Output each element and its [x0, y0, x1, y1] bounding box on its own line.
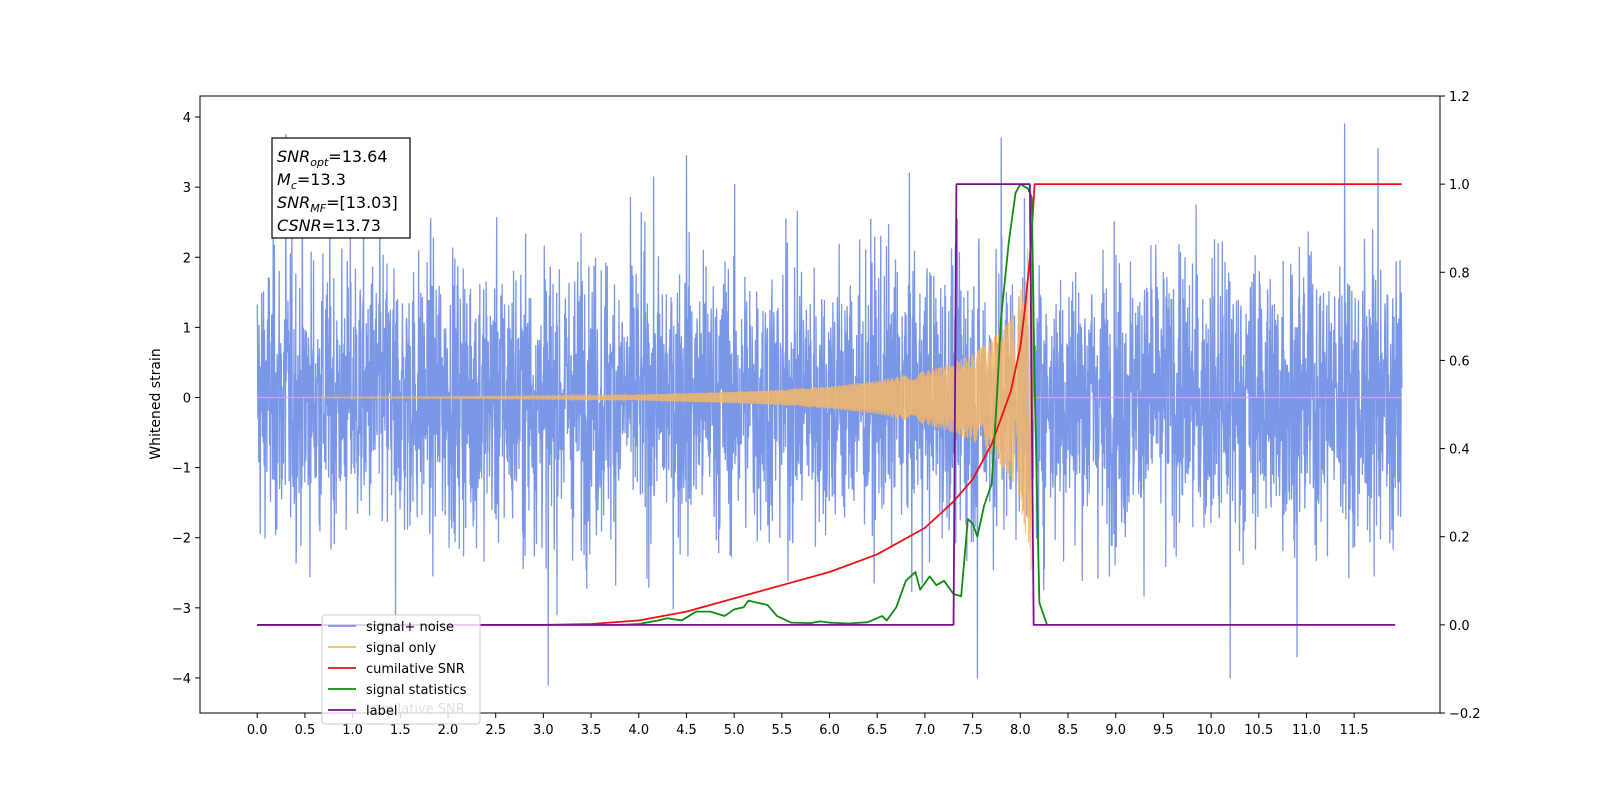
y-tick-label: 3	[183, 181, 191, 196]
y2-tick-label: 0.2	[1449, 531, 1470, 546]
x-tick-label: 7.5	[962, 723, 983, 738]
plot-area	[256, 123, 1403, 686]
x-tick-label: 9.0	[1105, 723, 1126, 738]
x-tick-label: 4.5	[676, 723, 697, 738]
series-signal-statistics-line	[257, 183, 1048, 626]
y-tick-label: 4	[183, 111, 191, 126]
y-axis-right: −0.2 0.0 0.2 0.4 0.6 0.8 1.0 1.2	[1440, 90, 1481, 722]
x-tick-label: 6.5	[867, 723, 888, 738]
y-tick-label: −1	[172, 462, 191, 477]
x-tick-label: 5.0	[724, 723, 745, 738]
x-tick-label: 0.5	[295, 723, 316, 738]
x-tick-label: 10.5	[1244, 723, 1273, 738]
legend-entry-label: signal only	[366, 641, 436, 656]
legend-entry-label: label	[366, 704, 397, 719]
y-tick-label: 2	[183, 251, 191, 266]
x-tick-label: 8.5	[1058, 723, 1079, 738]
x-tick-label: 10.0	[1197, 723, 1226, 738]
series-signal-only-line	[257, 219, 1402, 571]
x-tick-label: 0.0	[247, 723, 268, 738]
y2-tick-label: 1.2	[1449, 90, 1470, 105]
y-tick-label: −3	[172, 602, 191, 617]
y-tick-label: −2	[172, 532, 191, 547]
series-group	[256, 123, 1403, 686]
legend-entry-label: cumilative SNR	[366, 662, 465, 677]
x-tick-label: 1.0	[342, 723, 363, 738]
annotation-line: SNRopt=13.64	[277, 147, 388, 169]
x-tick-label: 7.0	[915, 723, 936, 738]
legend-frame	[321, 614, 481, 725]
annotation-subscript: c	[291, 179, 297, 192]
metrics-annotation-box: SNRopt=13.64Mc=13.3SNRMF=[13.03]CSNR=13.…	[271, 137, 411, 239]
y-axis-left: −4 −3 −2 −1 0 1 2 3 4	[172, 111, 200, 687]
annotation-value: =13.64	[328, 147, 387, 166]
annotation-symbol: CSNR	[277, 216, 322, 235]
series-label-line	[257, 183, 1396, 626]
y-tick-label: −4	[172, 672, 191, 687]
annotation-line: CSNR=13.73	[277, 216, 381, 235]
annotation-value: =13.3	[297, 170, 346, 189]
y-tick-label: 0	[183, 391, 191, 406]
annotation-box-frame	[271, 137, 411, 239]
legend: cumilative SNR signal+ noise signal only cu…	[321, 614, 481, 725]
annotation-value: =13.73	[322, 216, 381, 235]
legend-entry-label: signal+ noise	[366, 620, 454, 635]
annotation-subscript: MF	[310, 202, 326, 215]
annotation-symbol: M	[277, 170, 291, 189]
x-tick-label: 1.5	[390, 723, 411, 738]
annotation-line: Mc=13.3	[277, 170, 346, 192]
x-tick-label: 5.5	[772, 723, 793, 738]
y2-tick-label: 0.4	[1449, 443, 1470, 458]
annotation-symbol: SNR	[277, 193, 310, 212]
y-axis-title: Whitened strain	[148, 348, 164, 459]
x-tick-label: 8.0	[1010, 723, 1031, 738]
y2-tick-label: 1.0	[1449, 178, 1470, 193]
annotation-symbol: SNR	[277, 147, 310, 166]
x-tick-label: 9.5	[1153, 723, 1174, 738]
y2-tick-label: 0.8	[1449, 266, 1470, 281]
x-tick-label: 6.0	[819, 723, 840, 738]
x-tick-label: 2.0	[438, 723, 459, 738]
legend-overlap-text: cumilative SNR	[366, 702, 465, 717]
series-signal-noise-line	[256, 123, 1403, 686]
axes-frame	[199, 95, 1441, 714]
annotation-line: SNRMF=[13.03]	[277, 193, 398, 215]
x-tick-label: 11.0	[1292, 723, 1321, 738]
y2-tick-label: 0.6	[1449, 354, 1470, 369]
x-tick-label: 11.5	[1340, 723, 1369, 738]
y2-tick-label: −0.2	[1449, 707, 1481, 722]
legend-entry-label: signal statistics	[366, 683, 467, 698]
x-tick-label: 2.5	[485, 723, 506, 738]
x-axis: 0.0 0.5 1.0 1.5 2.0 2.5 3.0 3.5 4.0 4.5 5.0 5.5 6.0 6…	[247, 713, 1369, 738]
x-tick-label: 3.5	[581, 723, 602, 738]
series-cumulative-snr-line	[257, 183, 1402, 626]
y-tick-label: 1	[183, 321, 191, 336]
y2-tick-label: 0.0	[1449, 619, 1470, 634]
x-tick-label: 3.0	[533, 723, 554, 738]
annotation-value: =[13.03]	[326, 193, 398, 212]
x-tick-label: 4.0	[628, 723, 649, 738]
annotation-subscript: opt	[310, 156, 329, 169]
